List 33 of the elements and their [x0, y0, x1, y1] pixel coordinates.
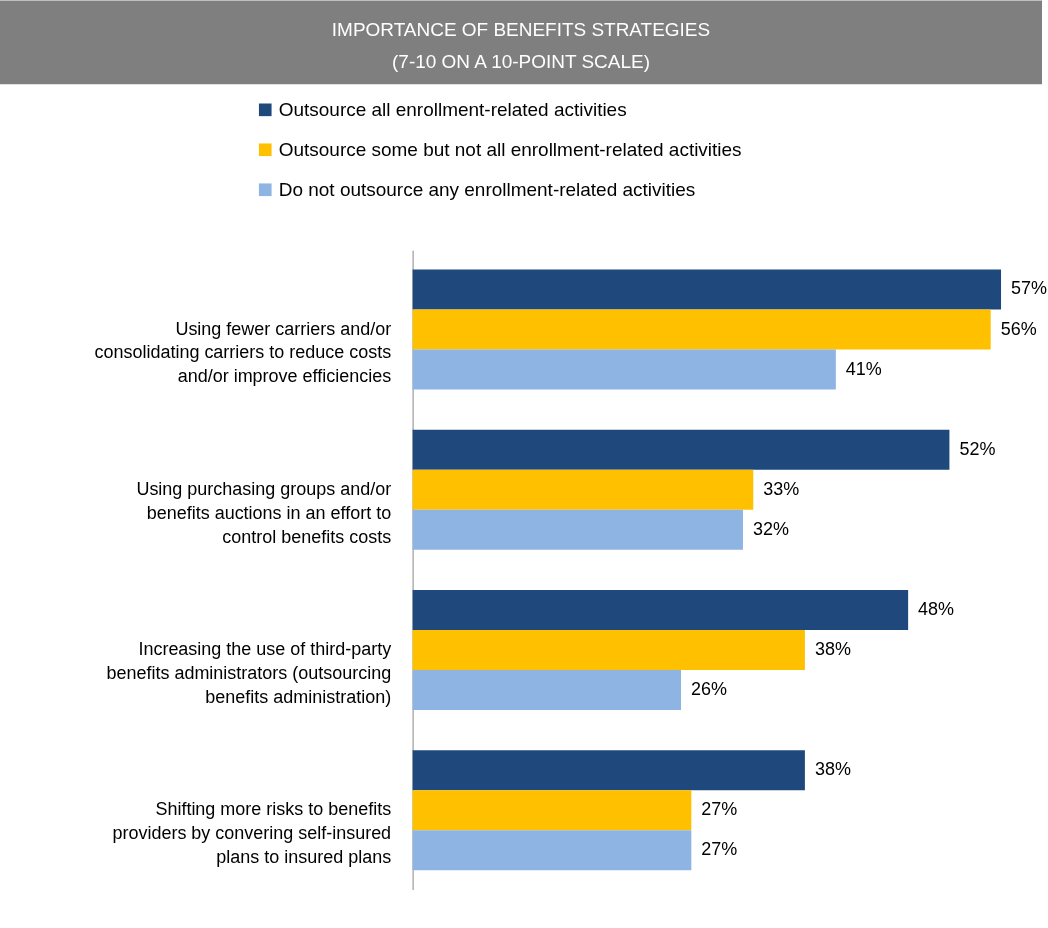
- data-label: 27%: [701, 799, 738, 820]
- chart-subtitle: (7-10 ON A 10-POINT SCALE): [392, 51, 650, 73]
- bar: [412, 469, 754, 510]
- bar: [412, 429, 950, 470]
- data-label: 26%: [691, 679, 727, 700]
- data-label: 56%: [1000, 318, 1037, 339]
- data-label: 57%: [1011, 278, 1048, 299]
- bar: [412, 629, 805, 671]
- y-tick-label: Using fewer carriers and/or consolidating carriers to reduce costs and/or improve efficiencies: [94, 318, 392, 387]
- y-tick-label: Shifting more risks to benefits providers by convering self-insured plans to insured plans: [112, 799, 392, 868]
- data-label: 27%: [701, 839, 738, 860]
- data-label: 41%: [845, 358, 882, 379]
- data-label: 38%: [814, 639, 851, 659]
- chart-title: IMPORTANCE OF BENEFITS STRATEGIES: [331, 19, 711, 41]
- bar: [412, 790, 692, 831]
- legend-label: Do not outsource any enrollment-related activities: [278, 178, 696, 200]
- bar: [412, 589, 909, 630]
- legend-label: Outsource all enrollment-related activities: [278, 98, 627, 120]
- y-tick-label: Using purchasing groups and/or benefits auctions in an effort to control benefits costs: [136, 478, 392, 547]
- bar: [412, 269, 1002, 310]
- bar: [412, 509, 743, 550]
- data-label: 52%: [959, 438, 996, 459]
- bar: [412, 349, 836, 390]
- bar: [412, 750, 805, 791]
- data-label: 38%: [814, 759, 851, 780]
- bar: [412, 309, 991, 350]
- bar: [412, 830, 692, 871]
- data-label: 33%: [763, 478, 800, 499]
- bar: [412, 670, 682, 711]
- data-label: 32%: [752, 518, 789, 539]
- y-tick-label: Increasing the use of third-party benefits administrators (outsourcing benefits administration): [106, 639, 392, 707]
- legend-label: Outsource some but not all enrollment-related activities: [278, 138, 742, 160]
- data-label: 48%: [918, 598, 955, 619]
